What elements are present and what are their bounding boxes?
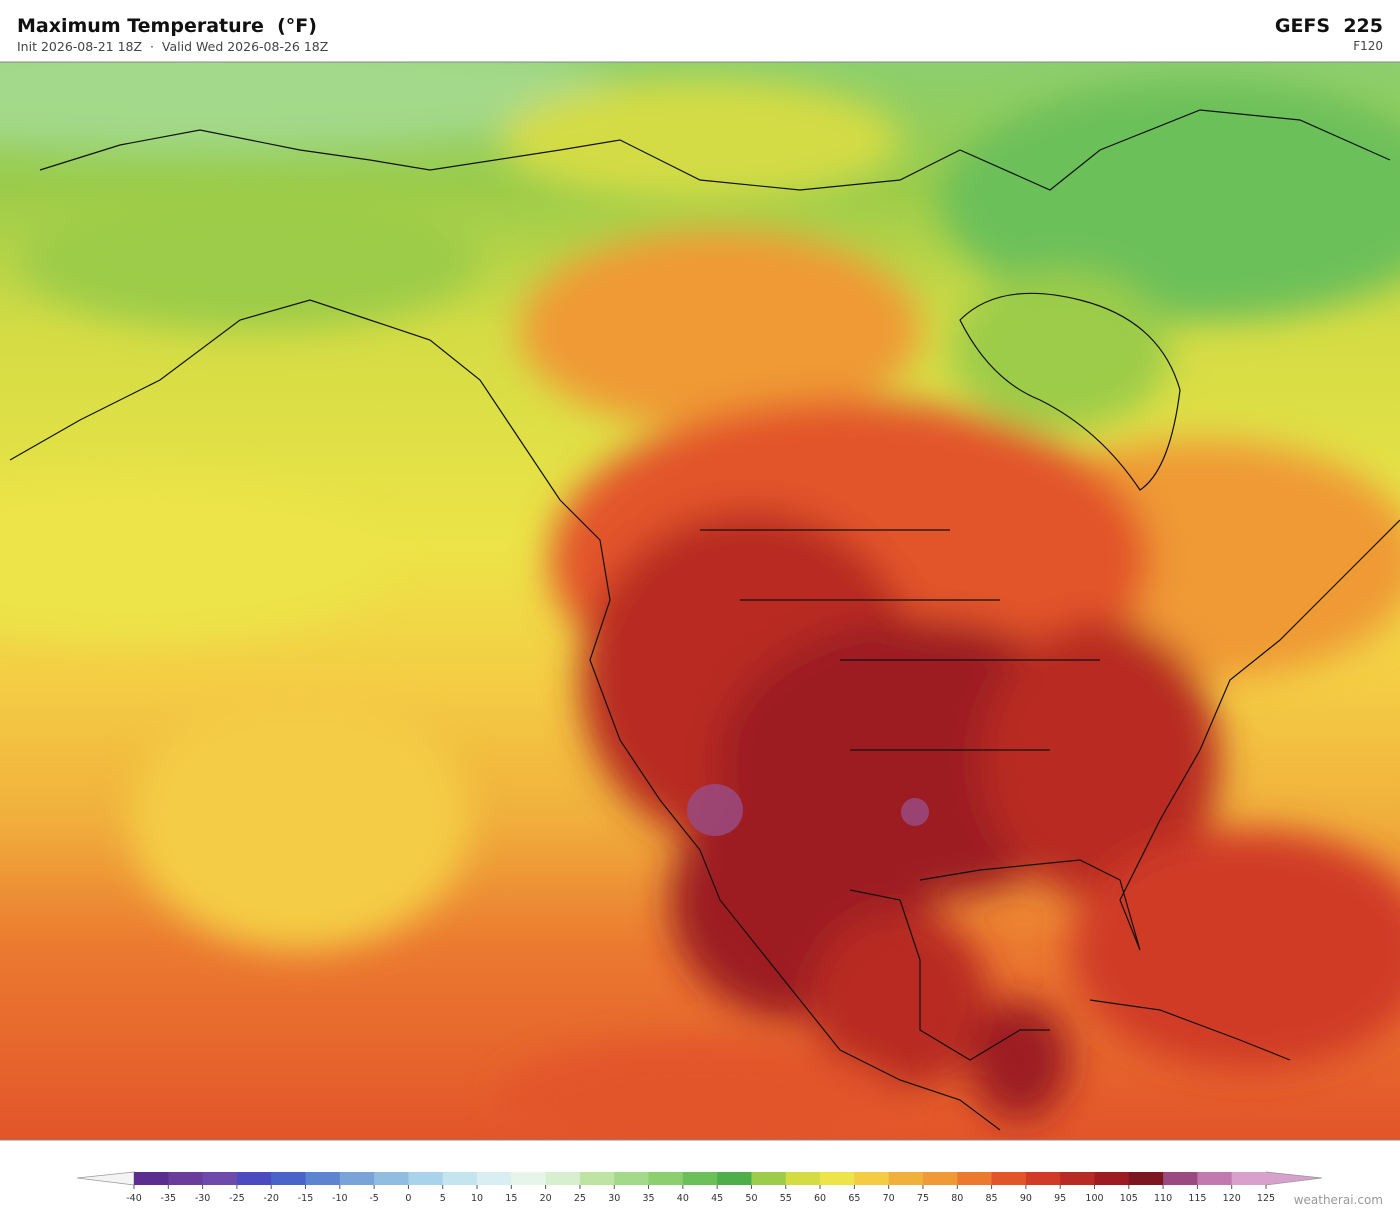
colorbar-tick-label: -40 — [126, 1193, 142, 1204]
colorbar-swatch — [271, 1172, 307, 1185]
colorbar-swatch — [888, 1172, 924, 1185]
colorbar-swatch — [1163, 1172, 1198, 1185]
colorbar-tick-label: 75 — [917, 1193, 929, 1204]
colorbar-tick-label: 70 — [883, 1193, 895, 1204]
colorbar-tick-label: 80 — [951, 1193, 963, 1204]
colorbar-swatch — [614, 1172, 650, 1185]
colorbar-tick-label: 85 — [986, 1193, 998, 1204]
colorbar-tick-label: -25 — [229, 1193, 245, 1204]
colorbar-swatch — [168, 1172, 204, 1185]
colorbar-tick-label: -35 — [161, 1193, 177, 1204]
colorbar-tick-label: 5 — [440, 1193, 446, 1204]
colorbar-tick-label: 30 — [608, 1193, 620, 1204]
colorbar-swatch — [408, 1172, 444, 1185]
colorbar-swatch — [785, 1172, 821, 1185]
colorbar-tick-label: 95 — [1054, 1193, 1066, 1204]
colorbar-swatch — [545, 1172, 581, 1185]
colorbar-swatch — [511, 1172, 547, 1185]
colorbar-swatch — [1128, 1172, 1164, 1185]
colorbar-tick-label: 35 — [642, 1193, 654, 1204]
colorbar-tick-label: 120 — [1223, 1193, 1241, 1204]
colorbar-swatch — [991, 1172, 1027, 1185]
colorbar-tick-label: 100 — [1085, 1193, 1103, 1204]
colorbar-over — [1265, 1171, 1323, 1186]
colorbar-swatch — [717, 1172, 752, 1185]
colorbar-swatch — [1094, 1172, 1130, 1185]
colorbar-swatch — [134, 1172, 169, 1185]
colorbar-swatch — [305, 1172, 341, 1185]
colorbar-tick-label: 10 — [471, 1193, 483, 1204]
colorbar-tick-label: 65 — [848, 1193, 860, 1204]
colorbar: -40 -35 -30 -25 -20 -15 -10 -5 0 5 10 15 20 25 30 35 40 4… — [126, 1172, 1275, 1204]
colorbar-tick-label: 90 — [1020, 1193, 1032, 1204]
colorbar-swatch — [648, 1172, 684, 1185]
colorbar-swatch — [854, 1172, 890, 1185]
colorbar-tick-label: 115 — [1188, 1193, 1206, 1204]
colorbar-tick-label: -5 — [369, 1193, 378, 1204]
colorbar-tick-label: 0 — [405, 1193, 411, 1204]
colorbar-swatch — [579, 1172, 615, 1185]
colorbar-tick-label: -15 — [298, 1193, 314, 1204]
colorbar-tick-label: -20 — [263, 1193, 279, 1204]
colorbar-tick-label: 110 — [1154, 1193, 1172, 1204]
colorbar-tick-label: 45 — [711, 1193, 723, 1204]
colorbar-swatch — [1060, 1172, 1095, 1185]
colorbar-swatch — [236, 1172, 272, 1185]
colorbar-swatch — [922, 1172, 958, 1185]
colorbar-tick-label: 55 — [780, 1193, 792, 1204]
colorbar-swatch — [477, 1172, 512, 1185]
colorbar-tick-label: -30 — [195, 1193, 211, 1204]
coastlines — [9, 109, 1400, 1131]
colorbar-swatch — [202, 1172, 238, 1185]
title: Maximum Temperature (°F) — [17, 15, 317, 37]
colorbar-tick-label: 105 — [1120, 1193, 1138, 1204]
colorbar-tick-label: 15 — [505, 1193, 517, 1204]
colorbar-swatch — [339, 1172, 375, 1185]
colorbar-tick-label: 60 — [814, 1193, 826, 1204]
colorbar-tick-label: 25 — [574, 1193, 586, 1204]
colorbar-swatch — [957, 1172, 993, 1185]
colorbar-swatch — [442, 1172, 478, 1185]
temperature-field — [0, 62, 1400, 1140]
colorbar-swatch — [374, 1172, 409, 1185]
colorbar-swatch — [751, 1172, 787, 1185]
colorbar-tick-label: 125 — [1257, 1193, 1275, 1204]
model-label: GEFS 225 — [1274, 15, 1383, 37]
colorbar-swatch — [820, 1172, 855, 1185]
colorbar-under — [76, 1171, 135, 1186]
colorbar-swatch — [1197, 1172, 1233, 1185]
colorbar-tick-label: -10 — [332, 1193, 348, 1204]
header: Maximum Temperature (°F) Init 2026-08-21… — [0, 0, 1400, 62]
colorbar-tick-label: 40 — [677, 1193, 689, 1204]
colorbar-tick-label: 50 — [745, 1193, 757, 1204]
colorbar-tick-label: 20 — [540, 1193, 552, 1204]
colorbar-swatch — [1025, 1172, 1061, 1185]
subtitle: Init 2026-08-21 18Z · Valid Wed 2026-08-… — [17, 39, 329, 54]
colorbar-swatch — [682, 1172, 718, 1185]
credit: weatherai.com — [1293, 1193, 1383, 1207]
colorbar-swatch — [1231, 1172, 1267, 1185]
forecast-hour: F120 — [1353, 39, 1383, 53]
